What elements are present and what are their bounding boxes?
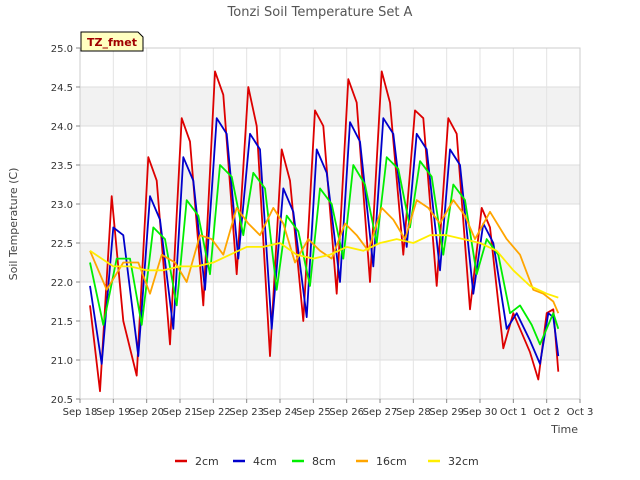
x-tick-label: Sep 23 — [229, 407, 264, 418]
plot-band — [80, 48, 580, 87]
badge-label: TZ_fmet — [87, 36, 137, 49]
y-axis-label: Soil Temperature (C) — [7, 168, 20, 281]
x-tick-label: Sep 19 — [96, 407, 131, 418]
y-tick-label: 25.0 — [51, 44, 73, 55]
series-line-8cm — [89, 156, 560, 346]
series-line-32cm — [89, 234, 559, 299]
x-tick-label: Sep 20 — [129, 407, 164, 418]
legend-label-32cm: 32cm — [448, 455, 479, 468]
legend-label-16cm: 16cm — [376, 455, 407, 468]
fmet-badge: TZ_fmet — [80, 31, 144, 52]
y-tick-label: 21.5 — [51, 317, 73, 328]
x-tick-label: Sep 30 — [463, 407, 498, 418]
x-tick-label: Oct 3 — [567, 407, 594, 418]
x-tick-label: Sep 24 — [263, 407, 298, 418]
x-tick-label: Oct 1 — [500, 407, 527, 418]
plot-band — [80, 87, 580, 126]
plot-background — [80, 48, 580, 399]
series-line-2cm — [89, 70, 560, 393]
x-tick-label: Sep 26 — [329, 407, 364, 418]
series-line-16cm — [89, 199, 560, 314]
y-axis: 20.5 21.0 21.5 22.0 22.5 23.0 23.5 24.0 24.5 25.0 — [51, 44, 80, 406]
x-tick-label: Sep 18 — [63, 407, 98, 418]
x-tick-label: Sep 21 — [163, 407, 198, 418]
chart-title: Tonzi Soil Temperature Set A — [227, 5, 413, 20]
y-tick-label: 21.0 — [51, 356, 73, 367]
y-tick-label: 23.0 — [51, 200, 73, 211]
x-tick-label: Sep 22 — [196, 407, 231, 418]
y-tick-label: 24.0 — [51, 122, 73, 133]
legend-label-2cm: 2cm — [195, 455, 219, 468]
legend-label-8cm: 8cm — [312, 455, 336, 468]
x-tick-label: Sep 27 — [363, 407, 398, 418]
y-tick-label: 24.5 — [51, 83, 73, 94]
y-tick-label: 22.5 — [51, 239, 73, 250]
x-tick-label: Oct 2 — [533, 407, 560, 418]
x-tick-label: Sep 28 — [396, 407, 431, 418]
plot-band — [80, 360, 580, 399]
plot-lines — [89, 70, 560, 393]
y-tick-label: 23.5 — [51, 161, 73, 172]
legend-label-4cm: 4cm — [253, 455, 277, 468]
y-tick-label: 20.5 — [51, 395, 73, 406]
x-tick-label: Sep 25 — [296, 407, 331, 418]
x-axis-label: Time — [550, 423, 578, 436]
plot-band — [80, 126, 580, 165]
legend: 2cm 4cm 8cm 16cm 32cm — [175, 455, 479, 468]
y-tick-label: 22.0 — [51, 278, 73, 289]
plot-band — [80, 321, 580, 360]
plot-frame — [79, 47, 581, 400]
x-tick-label: Sep 29 — [429, 407, 464, 418]
